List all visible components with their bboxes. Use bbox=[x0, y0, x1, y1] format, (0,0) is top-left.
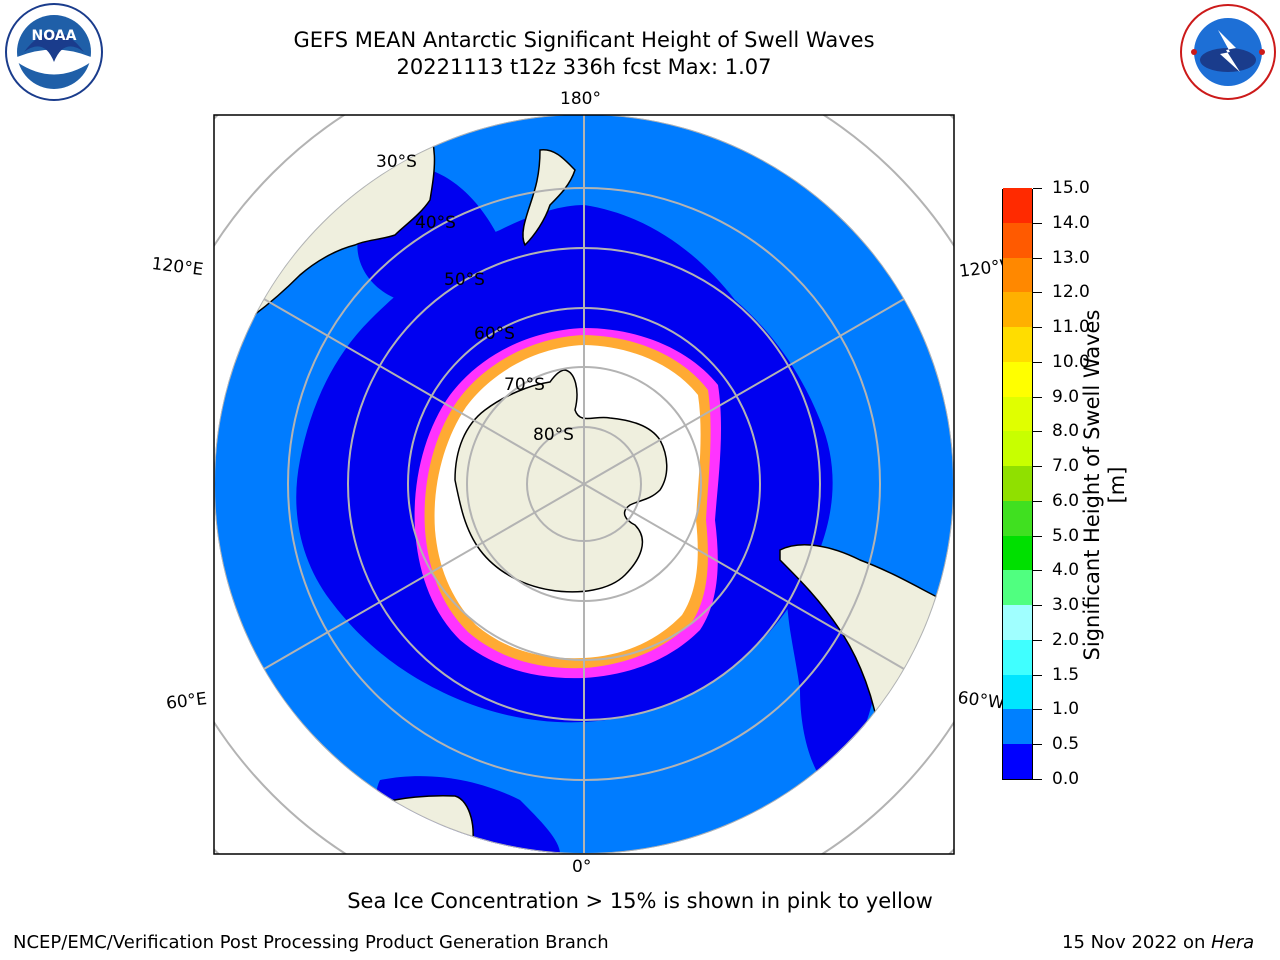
land-antarctica bbox=[454, 369, 668, 593]
colorbar-segment bbox=[1003, 326, 1032, 362]
footer-credit: NCEP/EMC/Verification Post Processing Pr… bbox=[13, 932, 609, 953]
colorbar-segment bbox=[1003, 674, 1032, 710]
colorbar-tick bbox=[1033, 535, 1042, 537]
colorbar-segment bbox=[1003, 569, 1032, 606]
colorbar-tick bbox=[1033, 744, 1042, 746]
footer-date-text: 15 Nov 2022 on bbox=[1062, 932, 1212, 953]
colorbar-tick bbox=[1033, 431, 1042, 433]
lon-label-0: 0° bbox=[572, 857, 592, 877]
colorbar-tick-label: 10.0 bbox=[1052, 351, 1090, 372]
colorbar-segment bbox=[1003, 222, 1032, 258]
colorbar-tick-label: 1.5 bbox=[1052, 664, 1080, 685]
colorbar-tick-label: 13.0 bbox=[1052, 247, 1090, 268]
footer-date: 15 Nov 2022 on Hera bbox=[1062, 932, 1254, 953]
colorbar-segment bbox=[1003, 604, 1032, 640]
colorbar-tick-label: 4.0 bbox=[1052, 560, 1080, 581]
colorbar-tick bbox=[1033, 500, 1042, 502]
map-frame bbox=[213, 114, 955, 855]
colorbar-tick-label: 5.0 bbox=[1052, 525, 1080, 546]
lat-label-80s: 80°S bbox=[533, 425, 574, 445]
colorbar-tick-label: 9.0 bbox=[1052, 386, 1080, 407]
caption: Sea Ice Concentration > 15% is shown in … bbox=[347, 889, 933, 913]
colorbar-segment bbox=[1003, 291, 1032, 328]
colorbar-tick bbox=[1033, 466, 1042, 468]
colorbar-tick-label: 11.0 bbox=[1052, 317, 1090, 338]
colorbar-tick bbox=[1033, 396, 1042, 398]
colorbar-segment bbox=[1003, 743, 1032, 779]
colorbar-tick bbox=[1033, 709, 1042, 711]
lat-label-30s: 30°S bbox=[376, 152, 417, 172]
colorbar-tick bbox=[1033, 639, 1042, 641]
land-new-zealand bbox=[522, 149, 576, 247]
lat-label-40s: 40°S bbox=[415, 213, 456, 233]
colorbar-tick-label: 1.0 bbox=[1052, 699, 1080, 720]
colorbar bbox=[1002, 187, 1033, 780]
colorbar-tick-label: 6.0 bbox=[1052, 490, 1080, 511]
colorbar-tick-label: 7.0 bbox=[1052, 456, 1080, 477]
colorbar-segment bbox=[1003, 361, 1032, 397]
chart-title: GEFS MEAN Antarctic Significant Height o… bbox=[293, 28, 875, 52]
colorbar-segment bbox=[1003, 639, 1032, 675]
colorbar-tick-label: 0.5 bbox=[1052, 734, 1080, 755]
graticule bbox=[214, 115, 954, 854]
colorbar-tick-label: 8.0 bbox=[1052, 421, 1080, 442]
colorbar-tick bbox=[1033, 188, 1042, 189]
colorbar-tick bbox=[1033, 361, 1042, 363]
colorbar-segment bbox=[1003, 709, 1032, 745]
colorbar-segment bbox=[1003, 500, 1032, 536]
colorbar-tick-label: 12.0 bbox=[1052, 282, 1090, 303]
lat-label-60s: 60°S bbox=[474, 324, 515, 344]
colorbar-tick-label: 0.0 bbox=[1052, 769, 1080, 789]
footer-machine: Hera bbox=[1211, 932, 1255, 953]
colorbar-tick bbox=[1033, 674, 1042, 676]
colorbar-segment bbox=[1003, 465, 1032, 501]
colorbar-segment bbox=[1003, 430, 1032, 467]
colorbar-label: Significant Height of Swell Waves [m] bbox=[1080, 309, 1129, 661]
colorbar-segment bbox=[1003, 257, 1032, 293]
colorbar-tick-label: 3.0 bbox=[1052, 595, 1080, 616]
colorbar-tick bbox=[1033, 292, 1042, 294]
lat-label-70s: 70°S bbox=[504, 375, 545, 395]
colorbar-tick bbox=[1033, 222, 1042, 224]
colorbar-tick-label: 14.0 bbox=[1052, 212, 1090, 233]
colorbar-tick bbox=[1033, 570, 1042, 572]
colorbar-tick-label: 15.0 bbox=[1052, 178, 1090, 198]
colorbar-tick bbox=[1033, 257, 1042, 259]
chart-subtitle: 20221113 t12z 336h fcst Max: 1.07 bbox=[396, 55, 772, 79]
nws-logo bbox=[1180, 4, 1276, 100]
colorbar-tick bbox=[1033, 779, 1042, 780]
noaa-logo-text: NOAA bbox=[32, 28, 77, 44]
lat-label-50s: 50°S bbox=[444, 270, 485, 290]
noaa-logo: NOAA bbox=[5, 3, 103, 101]
colorbar-tick bbox=[1033, 327, 1042, 329]
colorbar-tick-label: 2.0 bbox=[1052, 629, 1080, 650]
colorbar-tick bbox=[1033, 605, 1042, 607]
colorbar-segment bbox=[1003, 396, 1032, 432]
lon-label-180: 180° bbox=[560, 89, 601, 109]
colorbar-segment bbox=[1003, 535, 1032, 571]
colorbar-segment bbox=[1003, 187, 1032, 223]
